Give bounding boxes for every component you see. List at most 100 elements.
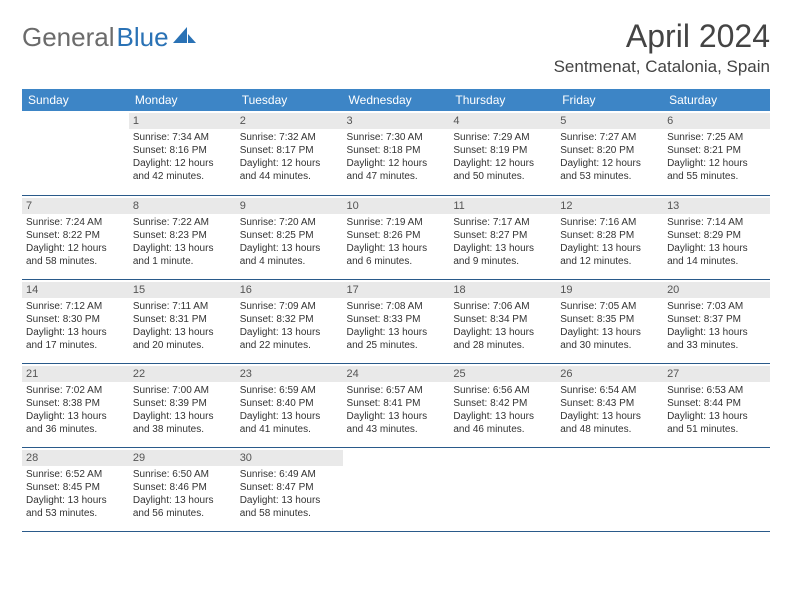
sunset-text: Sunset: 8:22 PM bbox=[26, 229, 125, 242]
sunset-text: Sunset: 8:18 PM bbox=[347, 144, 446, 157]
daylight-text: and 56 minutes. bbox=[133, 507, 232, 520]
calendar-cell: 14Sunrise: 7:12 AMSunset: 8:30 PMDayligh… bbox=[22, 279, 129, 363]
day-number: 28 bbox=[22, 450, 129, 466]
daylight-text: and 58 minutes. bbox=[26, 255, 125, 268]
daylight-text: Daylight: 13 hours bbox=[240, 494, 339, 507]
day-number: 24 bbox=[343, 366, 450, 382]
sunrise-text: Sunrise: 7:17 AM bbox=[453, 216, 552, 229]
sunrise-text: Sunrise: 6:59 AM bbox=[240, 384, 339, 397]
sunset-text: Sunset: 8:30 PM bbox=[26, 313, 125, 326]
daylight-text: Daylight: 12 hours bbox=[560, 157, 659, 170]
logo: GeneralBlue bbox=[22, 18, 197, 53]
daylight-text: and 58 minutes. bbox=[240, 507, 339, 520]
daylight-text: Daylight: 12 hours bbox=[667, 157, 766, 170]
sunset-text: Sunset: 8:20 PM bbox=[560, 144, 659, 157]
day-number: 16 bbox=[236, 282, 343, 298]
daylight-text: and 48 minutes. bbox=[560, 423, 659, 436]
daylight-text: Daylight: 12 hours bbox=[133, 157, 232, 170]
daylight-text: and 33 minutes. bbox=[667, 339, 766, 352]
daylight-text: Daylight: 13 hours bbox=[347, 242, 446, 255]
sunset-text: Sunset: 8:33 PM bbox=[347, 313, 446, 326]
daylight-text: and 53 minutes. bbox=[560, 170, 659, 183]
sunrise-text: Sunrise: 7:32 AM bbox=[240, 131, 339, 144]
daylight-text: and 22 minutes. bbox=[240, 339, 339, 352]
calendar-cell: 30Sunrise: 6:49 AMSunset: 8:47 PMDayligh… bbox=[236, 447, 343, 531]
daylight-text: and 41 minutes. bbox=[240, 423, 339, 436]
sunset-text: Sunset: 8:26 PM bbox=[347, 229, 446, 242]
calendar-row: 1Sunrise: 7:34 AMSunset: 8:16 PMDaylight… bbox=[22, 111, 770, 195]
logo-sail-icon bbox=[173, 25, 197, 45]
daylight-text: Daylight: 12 hours bbox=[240, 157, 339, 170]
daylight-text: and 46 minutes. bbox=[453, 423, 552, 436]
calendar-cell: 3Sunrise: 7:30 AMSunset: 8:18 PMDaylight… bbox=[343, 111, 450, 195]
calendar-cell: 22Sunrise: 7:00 AMSunset: 8:39 PMDayligh… bbox=[129, 363, 236, 447]
calendar-cell: 10Sunrise: 7:19 AMSunset: 8:26 PMDayligh… bbox=[343, 195, 450, 279]
daylight-text: Daylight: 13 hours bbox=[667, 242, 766, 255]
sunrise-text: Sunrise: 7:09 AM bbox=[240, 300, 339, 313]
calendar-cell: 27Sunrise: 6:53 AMSunset: 8:44 PMDayligh… bbox=[663, 363, 770, 447]
sunset-text: Sunset: 8:35 PM bbox=[560, 313, 659, 326]
day-number: 10 bbox=[343, 198, 450, 214]
weekday-header: Friday bbox=[556, 89, 663, 111]
daylight-text: Daylight: 13 hours bbox=[347, 326, 446, 339]
daylight-text: Daylight: 13 hours bbox=[560, 326, 659, 339]
calendar-cell: 13Sunrise: 7:14 AMSunset: 8:29 PMDayligh… bbox=[663, 195, 770, 279]
sunrise-text: Sunrise: 7:08 AM bbox=[347, 300, 446, 313]
calendar-cell: 28Sunrise: 6:52 AMSunset: 8:45 PMDayligh… bbox=[22, 447, 129, 531]
sunrise-text: Sunrise: 7:20 AM bbox=[240, 216, 339, 229]
sunrise-text: Sunrise: 7:02 AM bbox=[26, 384, 125, 397]
daylight-text: and 43 minutes. bbox=[347, 423, 446, 436]
calendar-cell bbox=[343, 447, 450, 531]
weekday-header: Tuesday bbox=[236, 89, 343, 111]
daylight-text: Daylight: 12 hours bbox=[453, 157, 552, 170]
sunrise-text: Sunrise: 6:57 AM bbox=[347, 384, 446, 397]
daylight-text: and 17 minutes. bbox=[26, 339, 125, 352]
sunset-text: Sunset: 8:47 PM bbox=[240, 481, 339, 494]
daylight-text: Daylight: 13 hours bbox=[667, 410, 766, 423]
calendar-cell bbox=[22, 111, 129, 195]
day-number: 19 bbox=[556, 282, 663, 298]
day-number: 11 bbox=[449, 198, 556, 214]
sunset-text: Sunset: 8:27 PM bbox=[453, 229, 552, 242]
daylight-text: Daylight: 13 hours bbox=[453, 410, 552, 423]
sunrise-text: Sunrise: 7:14 AM bbox=[667, 216, 766, 229]
daylight-text: and 38 minutes. bbox=[133, 423, 232, 436]
sunrise-text: Sunrise: 6:52 AM bbox=[26, 468, 125, 481]
daylight-text: and 20 minutes. bbox=[133, 339, 232, 352]
daylight-text: Daylight: 13 hours bbox=[453, 326, 552, 339]
calendar-cell: 8Sunrise: 7:22 AMSunset: 8:23 PMDaylight… bbox=[129, 195, 236, 279]
sunset-text: Sunset: 8:29 PM bbox=[667, 229, 766, 242]
daylight-text: Daylight: 13 hours bbox=[240, 326, 339, 339]
day-number: 26 bbox=[556, 366, 663, 382]
day-number: 6 bbox=[663, 113, 770, 129]
calendar-cell: 17Sunrise: 7:08 AMSunset: 8:33 PMDayligh… bbox=[343, 279, 450, 363]
calendar-row: 14Sunrise: 7:12 AMSunset: 8:30 PMDayligh… bbox=[22, 279, 770, 363]
daylight-text: and 28 minutes. bbox=[453, 339, 552, 352]
sunset-text: Sunset: 8:32 PM bbox=[240, 313, 339, 326]
sunrise-text: Sunrise: 7:12 AM bbox=[26, 300, 125, 313]
sunrise-text: Sunrise: 7:16 AM bbox=[560, 216, 659, 229]
daylight-text: Daylight: 13 hours bbox=[560, 242, 659, 255]
day-number: 23 bbox=[236, 366, 343, 382]
daylight-text: Daylight: 13 hours bbox=[26, 326, 125, 339]
daylight-text: and 42 minutes. bbox=[133, 170, 232, 183]
sunrise-text: Sunrise: 7:29 AM bbox=[453, 131, 552, 144]
day-number: 27 bbox=[663, 366, 770, 382]
daylight-text: Daylight: 13 hours bbox=[240, 242, 339, 255]
daylight-text: and 47 minutes. bbox=[347, 170, 446, 183]
day-number: 20 bbox=[663, 282, 770, 298]
daylight-text: Daylight: 13 hours bbox=[133, 326, 232, 339]
daylight-text: and 1 minute. bbox=[133, 255, 232, 268]
calendar-cell bbox=[449, 447, 556, 531]
sunrise-text: Sunrise: 6:53 AM bbox=[667, 384, 766, 397]
daylight-text: Daylight: 13 hours bbox=[133, 494, 232, 507]
calendar-cell: 12Sunrise: 7:16 AMSunset: 8:28 PMDayligh… bbox=[556, 195, 663, 279]
sunrise-text: Sunrise: 7:05 AM bbox=[560, 300, 659, 313]
calendar-cell: 18Sunrise: 7:06 AMSunset: 8:34 PMDayligh… bbox=[449, 279, 556, 363]
daylight-text: Daylight: 13 hours bbox=[560, 410, 659, 423]
day-number: 8 bbox=[129, 198, 236, 214]
sunset-text: Sunset: 8:17 PM bbox=[240, 144, 339, 157]
calendar-row: 28Sunrise: 6:52 AMSunset: 8:45 PMDayligh… bbox=[22, 447, 770, 531]
day-number: 18 bbox=[449, 282, 556, 298]
sunset-text: Sunset: 8:21 PM bbox=[667, 144, 766, 157]
